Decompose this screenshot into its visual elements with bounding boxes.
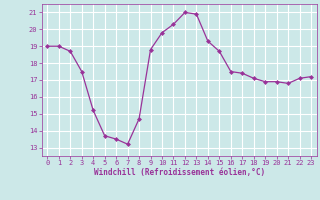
- X-axis label: Windchill (Refroidissement éolien,°C): Windchill (Refroidissement éolien,°C): [94, 168, 265, 177]
